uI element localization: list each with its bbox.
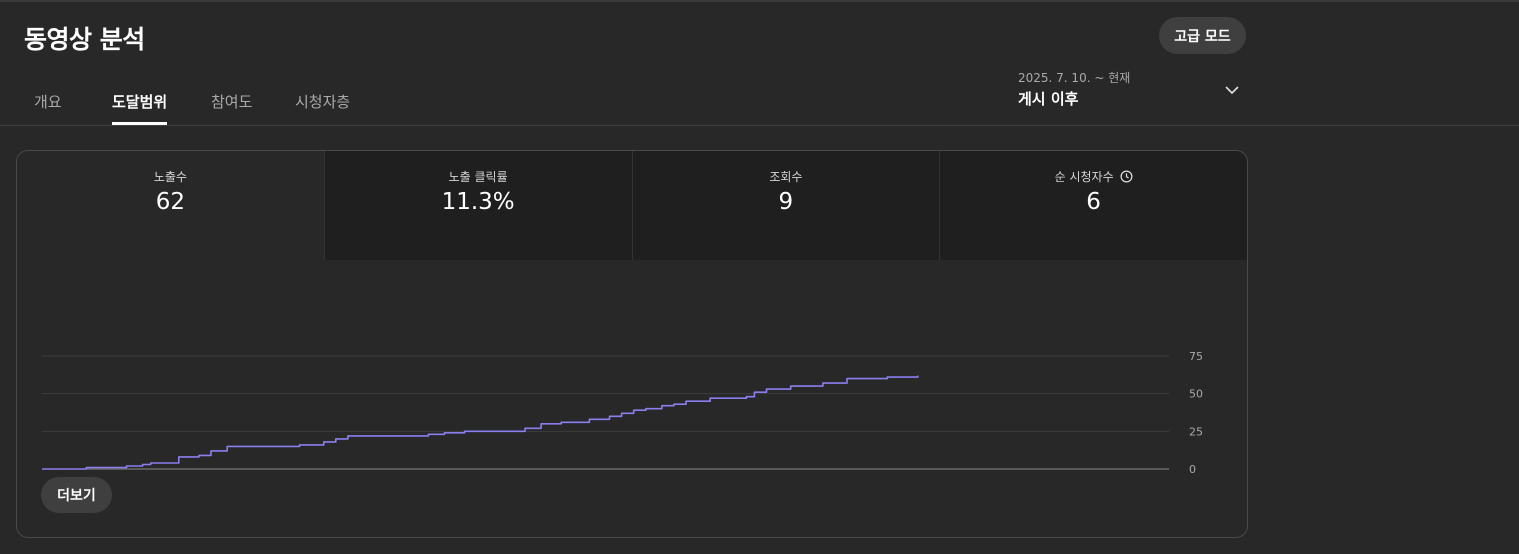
page-title: 동영상 분석 <box>24 25 145 54</box>
metric-ctr[interactable]: 노출 클릭률 11.3% <box>323 151 632 260</box>
top-border <box>0 0 1519 2</box>
metric-value: 62 <box>155 189 186 215</box>
metric-label: 노출수 <box>153 170 187 184</box>
tabs-divider <box>0 125 1519 126</box>
metric-label: 순 시청자수 <box>1054 170 1114 184</box>
impressions-chart: 025507502468101214일 <box>42 350 1203 476</box>
see-more-button[interactable]: 더보기 <box>41 477 112 513</box>
date-range-label: 게시 이후 <box>1018 90 1079 108</box>
metric-label-wrap: 순 시청자수 <box>940 168 1247 185</box>
tab-audience[interactable]: 시청자층 <box>295 93 351 111</box>
metric-views[interactable]: 조회수 9 <box>631 151 940 260</box>
metric-label: 조회수 <box>769 170 803 184</box>
metric-impressions[interactable]: 노출수 62 <box>17 151 324 260</box>
y-tick-label: 75 <box>1189 350 1203 363</box>
impressions-series-line[interactable] <box>42 375 919 470</box>
metric-unique-viewers[interactable]: 순 시청자수 6 <box>939 151 1247 260</box>
y-tick-label: 0 <box>1189 463 1196 476</box>
metrics-card: 노출수 62 노출 클릭률 11.3% 조회수 9 순 시청자수 6 0 25 50… <box>16 150 1248 538</box>
metric-tabs: 노출수 62 노출 클릭률 11.3% 조회수 9 순 시청자수 6 <box>17 151 1247 260</box>
chevron-down-icon <box>1225 86 1239 95</box>
y-tick-label: 25 <box>1189 425 1203 438</box>
clock-icon[interactable] <box>1120 170 1133 183</box>
date-range-dropdown[interactable]: 2025. 7. 10. ~ 현재 게시 이후 <box>1018 68 1246 112</box>
tab-engagement[interactable]: 참여도 <box>211 93 253 111</box>
tab-reach[interactable]: 도달범위 <box>112 76 168 126</box>
advanced-mode-button[interactable]: 고급 모드 <box>1159 17 1246 54</box>
metric-value: 6 <box>1086 189 1101 215</box>
metric-label: 노출 클릭률 <box>448 170 508 184</box>
metric-value: 9 <box>778 189 794 215</box>
metric-value: 11.3% <box>441 189 515 215</box>
date-range-text: 2025. 7. 10. ~ 현재 <box>1018 71 1131 85</box>
tab-overview[interactable]: 개요 <box>34 93 62 111</box>
y-tick-label: 50 <box>1189 388 1203 401</box>
